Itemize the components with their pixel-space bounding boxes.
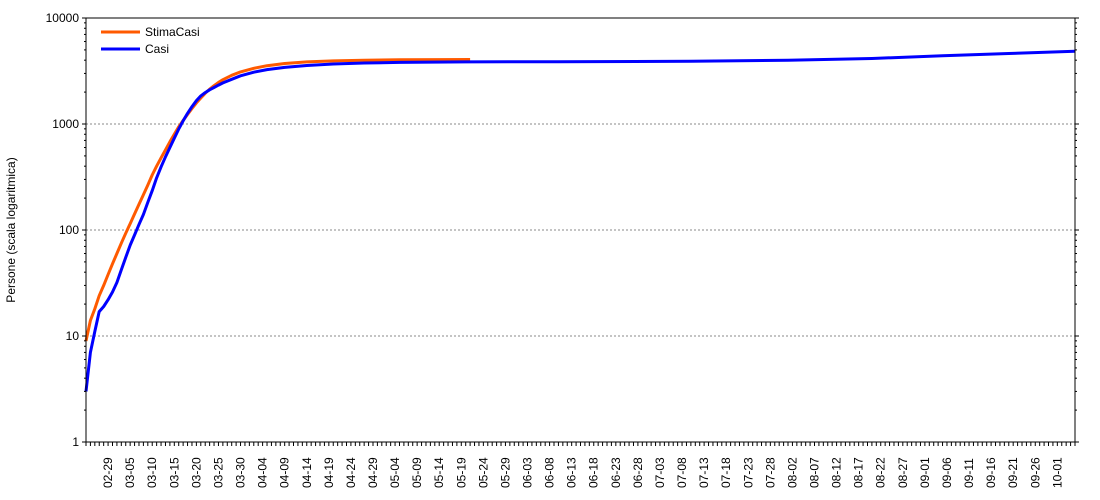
x-tick-label: 03-20: [189, 457, 203, 488]
x-tick-label: 04-24: [344, 457, 358, 488]
x-tick-label: 05-24: [476, 457, 490, 488]
x-tick-label: 09-11: [962, 458, 976, 488]
legend: StimaCasi Casi: [101, 25, 200, 56]
x-axis: 02-29 03-05 03-10 03-15 03-20 03-25 03-30 04-04…: [85, 442, 1076, 488]
x-tick-label: 02-29: [101, 457, 115, 488]
x-tick-label: 08-12: [830, 457, 844, 488]
x-tick-label: 05-29: [498, 457, 512, 488]
x-tick-label: 03-25: [211, 457, 225, 488]
x-tick-label: 07-23: [741, 457, 755, 488]
x-tick-label: 04-04: [256, 457, 270, 488]
y-axis: 1 10 100 1000 10000: [46, 11, 1079, 449]
x-tick-label: 09-01: [918, 457, 932, 488]
x-tick-label: 09-16: [984, 457, 998, 488]
x-tick-label: 03-10: [145, 457, 159, 488]
x-tick-label: 05-04: [388, 457, 402, 488]
y-tick-label: 10000: [46, 11, 80, 25]
x-tick-label: 05-14: [432, 457, 446, 488]
y-tick-label: 1: [72, 435, 79, 449]
x-tick-label: 03-05: [123, 457, 137, 488]
x-tick-label: 06-08: [543, 457, 557, 488]
x-tick-label: 08-22: [874, 457, 888, 488]
series-line-casi: [84, 49, 1076, 392]
x-tick-label: 03-30: [234, 457, 248, 488]
x-tick-label: 07-03: [653, 457, 667, 488]
x-tick-label: 04-29: [366, 457, 380, 488]
x-tick-label: 06-18: [587, 457, 601, 488]
x-tick-label: 06-28: [631, 457, 645, 488]
x-tick-label: 06-23: [609, 457, 623, 488]
x-tick-label: 08-02: [785, 457, 799, 488]
x-tick-label: 09-06: [940, 457, 954, 488]
series-layer: [84, 49, 1076, 392]
y-tick-label: 100: [59, 223, 79, 237]
gridlines: [86, 123, 1075, 337]
x-tick-label: 05-19: [454, 457, 468, 488]
x-tick-label: 07-08: [675, 457, 689, 488]
x-tick-label: 06-03: [521, 457, 535, 488]
x-tick-label: 07-18: [719, 457, 733, 488]
x-tick-label: 08-27: [896, 457, 910, 488]
x-tick-label: 05-09: [410, 457, 424, 488]
x-tick-label: 06-13: [565, 457, 579, 488]
legend-label: StimaCasi: [145, 25, 200, 39]
y-tick-label: 10: [66, 329, 80, 343]
x-tick-label: 03-15: [167, 457, 181, 488]
legend-label: Casi: [145, 42, 169, 56]
x-tick-label: 09-21: [1006, 457, 1020, 488]
x-tick-label: 04-09: [278, 457, 292, 488]
y-axis-label: Persone (scala logaritmica): [4, 157, 18, 302]
x-tick-label: 04-14: [300, 457, 314, 488]
x-tick-label: 08-17: [852, 457, 866, 488]
x-tick-label: 08-07: [808, 457, 822, 488]
x-tick-label: 09-26: [1028, 457, 1042, 488]
x-tick-label: 07-13: [697, 457, 711, 488]
x-tick-label: 04-19: [322, 457, 336, 488]
x-tick-label: 07-28: [763, 457, 777, 488]
y-tick-label: 1000: [52, 117, 79, 131]
x-tick-label: 10-01: [1050, 457, 1064, 488]
